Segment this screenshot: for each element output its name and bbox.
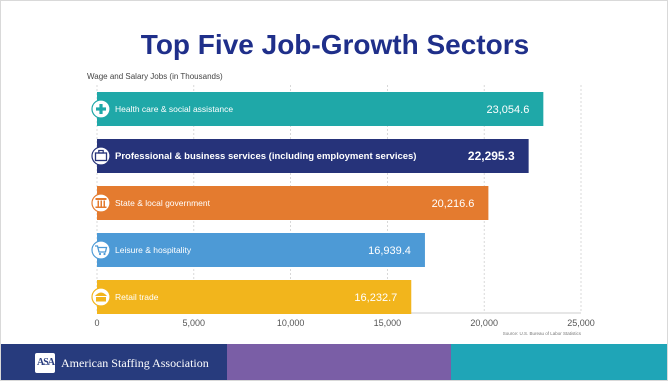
x-tick-label: 25,000 xyxy=(567,318,595,328)
x-tick-label: 20,000 xyxy=(470,318,498,328)
category-label: Professional & business services (includ… xyxy=(115,151,416,162)
column-building-icon xyxy=(96,198,107,200)
x-tick-label: 15,000 xyxy=(374,318,402,328)
source-note: Source: U.S. Bureau of Labor Statistics xyxy=(503,331,582,336)
org-name: American Staffing Association xyxy=(61,356,209,371)
bar-icon-circle xyxy=(92,147,110,165)
shopping-cart-icon xyxy=(99,253,101,255)
category-label: Leisure & hospitality xyxy=(115,245,192,255)
plus-icon xyxy=(96,107,106,110)
category-label: Health care & social assistance xyxy=(115,104,233,114)
data-label: 16,232.7 xyxy=(354,292,397,304)
shopping-cart-icon xyxy=(103,253,105,255)
asa-logo-icon: ASA xyxy=(35,353,55,373)
bar-icon-circle xyxy=(92,241,110,259)
column-building-icon xyxy=(104,201,106,207)
data-label: 22,295.3 xyxy=(468,149,515,163)
storefront-icon xyxy=(96,297,106,302)
x-tick-label: 0 xyxy=(94,318,99,328)
asa-logo-text: ASA xyxy=(37,357,54,368)
x-tick-label: 5,000 xyxy=(183,318,206,328)
footer-segment-teal xyxy=(451,344,668,381)
column-building-icon xyxy=(101,201,103,207)
category-label: Retail trade xyxy=(115,292,159,302)
footer-segment-purple xyxy=(227,344,451,381)
x-tick-label: 10,000 xyxy=(277,318,305,328)
footer-bar: ASA American Staffing Association xyxy=(1,344,668,381)
data-label: 23,054.6 xyxy=(487,104,530,116)
data-label: 16,939.4 xyxy=(368,245,411,257)
data-label: 20,216.6 xyxy=(432,198,475,210)
column-building-icon xyxy=(96,207,107,209)
column-building-icon xyxy=(98,201,100,207)
category-label: State & local government xyxy=(115,198,211,208)
